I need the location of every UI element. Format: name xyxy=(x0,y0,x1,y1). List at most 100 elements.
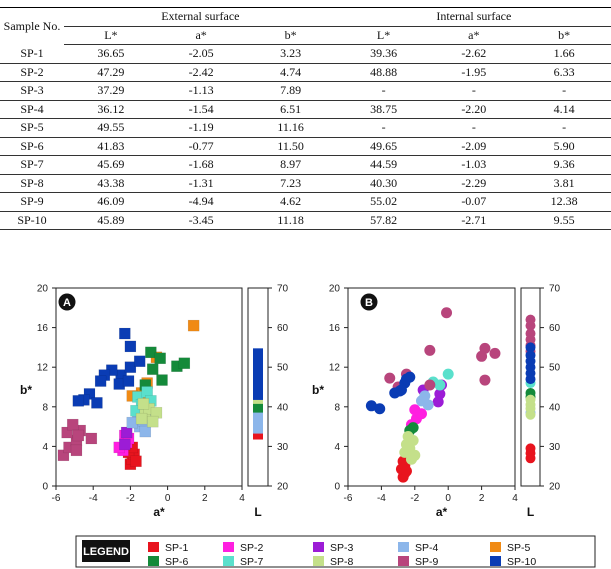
panel-badge xyxy=(360,293,378,311)
data-point-sp-9 xyxy=(479,374,491,386)
x-tick-label: 0 xyxy=(165,493,171,504)
l-tick-label: 40 xyxy=(277,402,289,413)
x-tick-label: 2 xyxy=(479,493,485,504)
lightness-point-sp-10 xyxy=(253,366,263,377)
value-cell: 7.89 xyxy=(244,81,337,101)
value-cell: 6.33 xyxy=(517,63,611,82)
value-cell: 3.81 xyxy=(517,174,611,193)
lightness-point-sp-10 xyxy=(253,354,263,365)
x-tick-label: -2 xyxy=(126,493,135,504)
sample-id-cell: SP-5 xyxy=(0,118,64,138)
value-cell: 8.97 xyxy=(244,155,337,175)
value-cell: 4.62 xyxy=(244,192,337,212)
color-table-container: Sample No. External surface Internal sur… xyxy=(0,7,611,230)
legend-title-box xyxy=(82,540,130,562)
value-cell: -2.20 xyxy=(430,100,518,119)
legend-swatch xyxy=(398,556,409,566)
lightness-point-sp-10 xyxy=(253,389,263,400)
data-point-sp-6 xyxy=(178,357,191,369)
value-cell: - xyxy=(517,118,611,138)
value-cell: 9.36 xyxy=(517,155,611,175)
value-cell: -2.09 xyxy=(430,137,518,156)
lightness-point-sp-9 xyxy=(525,328,536,339)
legend-label: SP-1 xyxy=(165,542,189,554)
data-point-sp-8 xyxy=(137,398,150,410)
value-cell: 40.30 xyxy=(336,174,431,193)
data-point-sp-3 xyxy=(119,438,131,451)
value-cell: 44.59 xyxy=(336,155,431,175)
table-row: SP-2 47.29 -2.42 4.74 48.88 -1.95 6.33 xyxy=(0,63,611,82)
table-row: SP-6 41.83 -0.77 11.50 49.65 -2.09 5.90 xyxy=(0,137,611,156)
legend-title: LEGEND xyxy=(83,546,129,558)
value-cell: 55.02 xyxy=(336,192,431,212)
legend-swatch xyxy=(313,556,324,566)
col-header: b* xyxy=(244,26,337,45)
lightness-point-sp-4 xyxy=(253,410,263,421)
y-tick-label: 20 xyxy=(329,284,341,295)
sample-id-cell: SP-6 xyxy=(0,137,64,156)
y-tick-label: 0 xyxy=(334,482,340,493)
y-tick-label: 0 xyxy=(42,482,48,493)
lightness-point-sp-10 xyxy=(253,378,263,389)
col-header: a* xyxy=(430,26,518,45)
lightness-point-sp-10 xyxy=(253,383,263,394)
sample-id-cell: SP-8 xyxy=(0,174,64,193)
col-header: b* xyxy=(517,26,611,45)
data-point-sp-8 xyxy=(146,415,159,428)
sample-id-cell: SP-10 xyxy=(0,211,64,230)
value-cell: - xyxy=(517,81,611,101)
legend-swatch xyxy=(398,542,409,552)
table-body: SP-1 36.65 -2.05 3.23 39.36 -2.62 1.66 SP-2 47.2… xyxy=(0,44,611,230)
legend-label: SP-10 xyxy=(507,556,536,568)
data-point-sp-4 xyxy=(422,399,434,411)
x-axis-label: a* xyxy=(436,505,448,519)
data-point-sp-10 xyxy=(124,340,137,353)
panel-label: B xyxy=(365,297,373,309)
l-tick-label: 30 xyxy=(549,442,561,453)
y-tick-label: 8 xyxy=(334,402,340,413)
table-row: SP-3 37.29 -1.13 7.89- - - xyxy=(0,81,611,101)
data-point-sp-6 xyxy=(154,352,166,365)
sample-id-cell: SP-7 xyxy=(0,155,64,175)
lightness-point-sp-8 xyxy=(525,394,536,405)
value-cell: 11.16 xyxy=(244,118,337,138)
data-point-sp-4 xyxy=(139,425,152,438)
value-cell: 5.90 xyxy=(517,137,611,156)
data-point-sp-8 xyxy=(402,431,414,442)
value-cell: -1.54 xyxy=(157,100,245,119)
data-point-sp-8 xyxy=(135,412,148,425)
value-cell: 57.82 xyxy=(336,211,431,230)
data-point-sp-7 xyxy=(434,379,446,391)
l-tick-label: 60 xyxy=(549,323,561,334)
data-point-sp-10 xyxy=(395,384,407,396)
col-header: a* xyxy=(157,26,245,45)
x-tick-label: -6 xyxy=(344,493,353,504)
l-axis-label: L xyxy=(254,505,261,519)
data-point-sp-5 xyxy=(187,319,200,332)
y-tick-label: 12 xyxy=(329,363,341,374)
value-cell: 4.14 xyxy=(517,100,611,119)
scatter-figure: -6 -4 -2 0 2 4 0 4 8 12 16 20 20 30 40 50 60 70 a* b* L A -6 -4… xyxy=(0,276,611,569)
data-point-sp-9 xyxy=(424,379,436,391)
data-point-sp-10 xyxy=(91,397,103,409)
y-tick-label: 12 xyxy=(37,363,49,374)
lightness-point-sp-6 xyxy=(253,402,263,413)
legend-swatch xyxy=(223,556,234,566)
data-point-sp-9 xyxy=(57,449,70,462)
l-tick-label: 70 xyxy=(549,284,561,295)
data-point-sp-9 xyxy=(424,344,436,356)
data-point-sp-9 xyxy=(489,347,501,359)
value-cell: 9.55 xyxy=(517,211,611,230)
data-point-sp-9 xyxy=(441,307,453,319)
value-cell: -0.07 xyxy=(430,192,518,212)
table-sub-header-row: L* a* b* L* a* b* xyxy=(0,26,611,45)
l-tick-label: 20 xyxy=(549,482,561,493)
value-cell: 45.89 xyxy=(64,211,158,230)
data-point-sp-10 xyxy=(365,400,377,412)
data-point-sp-10 xyxy=(400,373,412,385)
sample-id-cell: SP-2 xyxy=(0,63,64,82)
l-tick-label: 70 xyxy=(277,284,289,295)
data-point-sp-3 xyxy=(434,388,446,400)
legend-label: SP-7 xyxy=(240,556,264,568)
